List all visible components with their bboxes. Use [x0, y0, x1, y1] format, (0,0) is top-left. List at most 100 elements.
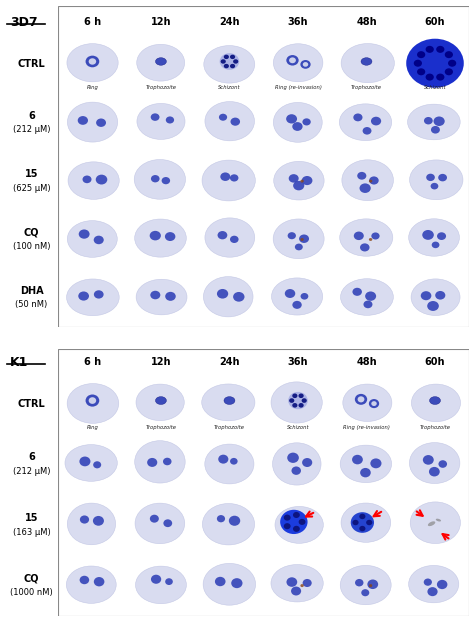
Ellipse shape: [343, 384, 392, 422]
Ellipse shape: [273, 161, 324, 200]
Ellipse shape: [409, 219, 459, 257]
Circle shape: [162, 177, 170, 184]
Circle shape: [424, 117, 433, 124]
Circle shape: [369, 238, 372, 241]
Text: 36h: 36h: [288, 358, 308, 368]
Circle shape: [224, 64, 229, 69]
Text: (50 nM): (50 nM): [15, 300, 47, 309]
Text: Trophozoite: Trophozoite: [419, 425, 450, 431]
Circle shape: [289, 174, 299, 183]
Circle shape: [438, 460, 447, 468]
Circle shape: [230, 117, 240, 126]
Circle shape: [445, 69, 453, 76]
Circle shape: [357, 172, 366, 180]
Ellipse shape: [205, 444, 254, 484]
Ellipse shape: [273, 219, 324, 258]
Ellipse shape: [135, 503, 185, 544]
Circle shape: [230, 64, 235, 69]
Circle shape: [293, 181, 304, 190]
Circle shape: [361, 589, 369, 596]
Circle shape: [166, 116, 174, 124]
Text: K1: K1: [10, 356, 28, 369]
Ellipse shape: [339, 104, 392, 140]
Circle shape: [292, 301, 302, 309]
Text: 15: 15: [25, 169, 38, 179]
Circle shape: [357, 396, 365, 403]
Ellipse shape: [273, 102, 322, 142]
Circle shape: [353, 114, 363, 121]
Circle shape: [230, 458, 237, 465]
Ellipse shape: [205, 218, 255, 257]
Circle shape: [426, 46, 434, 53]
Circle shape: [371, 401, 377, 406]
Circle shape: [371, 232, 380, 239]
Circle shape: [301, 584, 304, 587]
Circle shape: [302, 458, 312, 467]
Circle shape: [79, 229, 90, 239]
Circle shape: [151, 575, 161, 584]
Circle shape: [292, 122, 302, 131]
Circle shape: [436, 74, 445, 81]
Circle shape: [220, 59, 226, 64]
Ellipse shape: [342, 160, 393, 201]
Circle shape: [430, 183, 438, 189]
Circle shape: [417, 69, 425, 76]
Circle shape: [163, 458, 172, 465]
Ellipse shape: [410, 502, 460, 544]
Ellipse shape: [136, 384, 184, 420]
Ellipse shape: [411, 279, 460, 316]
Circle shape: [147, 458, 157, 467]
Text: CTRL: CTRL: [18, 60, 46, 69]
Ellipse shape: [340, 279, 393, 316]
Circle shape: [436, 46, 445, 53]
Ellipse shape: [136, 279, 187, 315]
Circle shape: [438, 174, 447, 182]
Ellipse shape: [203, 277, 253, 317]
Ellipse shape: [135, 441, 185, 483]
Circle shape: [422, 230, 434, 240]
Circle shape: [86, 56, 99, 67]
Circle shape: [369, 399, 379, 408]
Circle shape: [302, 118, 311, 126]
Circle shape: [219, 114, 227, 121]
Circle shape: [280, 510, 308, 534]
Circle shape: [417, 51, 425, 58]
Circle shape: [301, 293, 308, 300]
Text: Schizont: Schizont: [218, 85, 241, 90]
Circle shape: [93, 516, 104, 526]
Circle shape: [284, 523, 291, 529]
Ellipse shape: [155, 397, 166, 404]
Circle shape: [80, 457, 91, 466]
Circle shape: [289, 398, 294, 403]
Text: 48h: 48h: [356, 17, 377, 27]
Text: 6: 6: [28, 452, 35, 462]
Ellipse shape: [136, 566, 186, 604]
Circle shape: [231, 578, 243, 588]
Text: CQ: CQ: [24, 573, 39, 584]
Text: Schizont: Schizont: [424, 85, 446, 90]
Ellipse shape: [67, 44, 118, 82]
Circle shape: [293, 526, 300, 532]
Ellipse shape: [409, 565, 459, 603]
Circle shape: [233, 59, 238, 64]
Circle shape: [151, 114, 159, 121]
Text: CTRL: CTRL: [18, 399, 46, 408]
Circle shape: [230, 55, 235, 59]
Circle shape: [80, 576, 89, 584]
Ellipse shape: [67, 503, 116, 545]
Circle shape: [215, 577, 226, 586]
Ellipse shape: [134, 159, 185, 199]
Ellipse shape: [66, 279, 119, 316]
Circle shape: [299, 519, 306, 525]
Text: (1000 nM): (1000 nM): [10, 589, 53, 598]
Text: Schizont: Schizont: [287, 425, 309, 431]
Circle shape: [431, 126, 440, 133]
Circle shape: [302, 579, 312, 587]
Circle shape: [364, 300, 373, 308]
Circle shape: [303, 62, 308, 67]
Circle shape: [428, 587, 438, 596]
Ellipse shape: [205, 102, 255, 141]
Text: 6 h: 6 h: [84, 358, 101, 368]
Circle shape: [352, 455, 363, 464]
Circle shape: [288, 392, 308, 409]
